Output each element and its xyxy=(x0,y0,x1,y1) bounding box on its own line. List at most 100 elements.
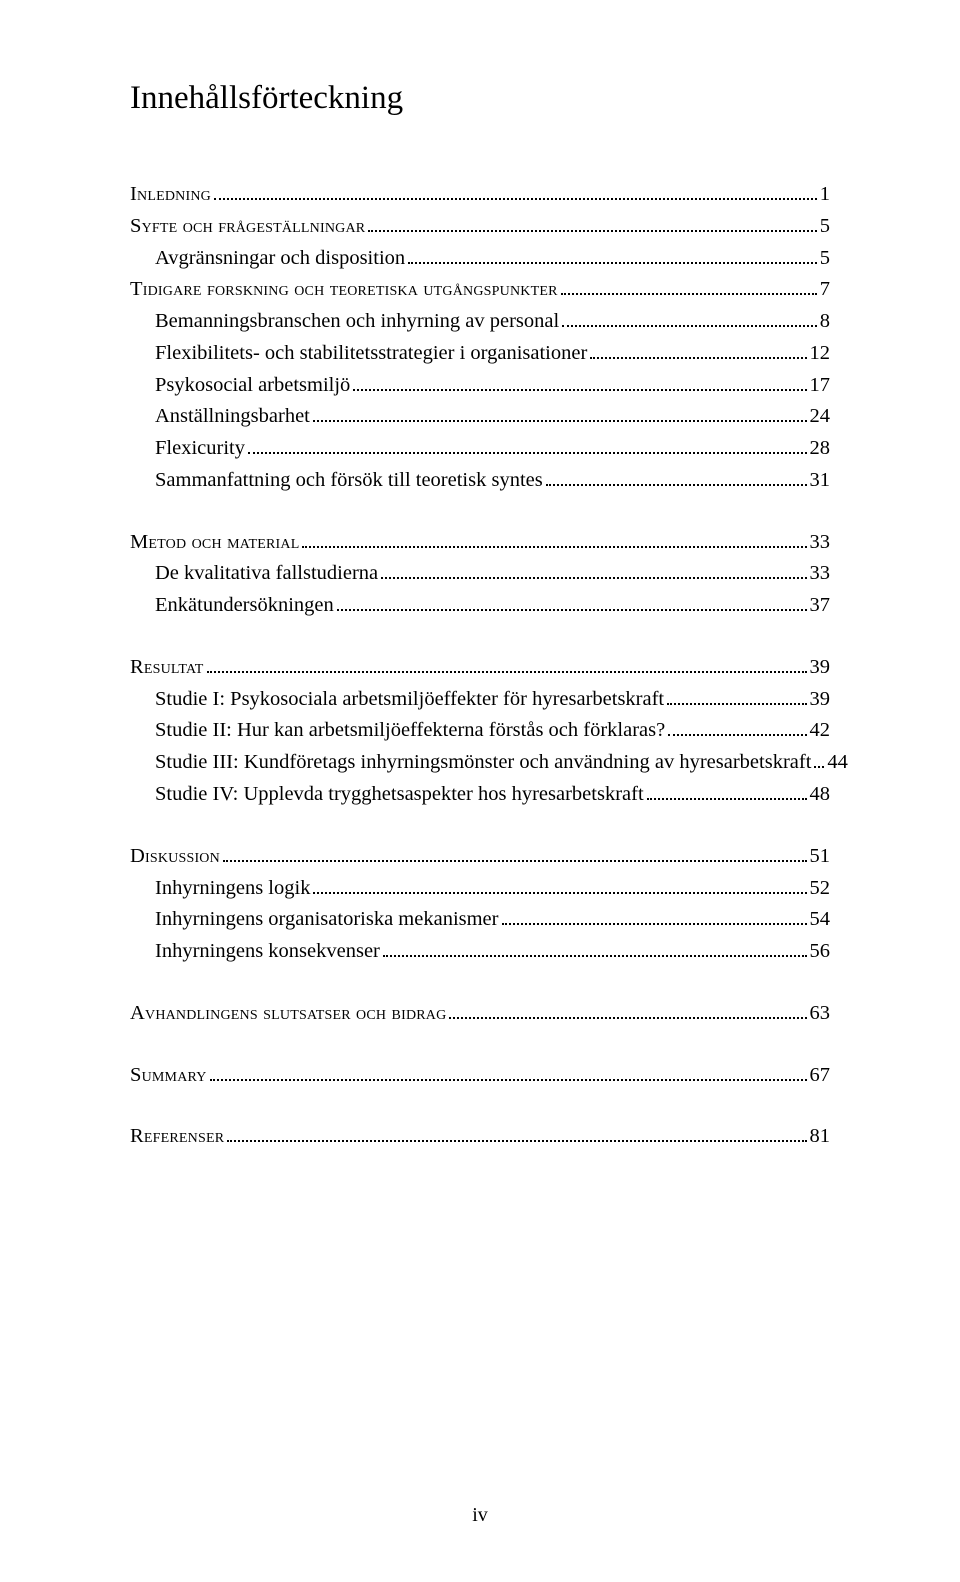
toc-entry-page: 24 xyxy=(810,401,831,433)
toc-leader xyxy=(223,841,807,861)
toc-leader xyxy=(383,937,807,957)
toc-entry-label: Inhyrningens konsekvenser xyxy=(155,936,380,968)
toc-entry-page: 17 xyxy=(810,370,831,402)
toc-leader xyxy=(561,275,817,295)
toc-entry-page: 63 xyxy=(810,998,831,1030)
toc-leader xyxy=(210,1060,807,1080)
toc-entry: Inhyrningens logik52 xyxy=(130,873,830,905)
toc-entry: Studie II: Hur kan arbetsmiljöeffekterna… xyxy=(130,715,830,747)
toc-entry-label: De kvalitativa fallstudierna xyxy=(155,558,378,590)
toc-group-gap xyxy=(130,497,830,527)
toc-leader xyxy=(408,243,817,263)
toc-leader xyxy=(647,780,807,800)
toc-leader xyxy=(546,465,807,485)
toc-entry-label: Psykosocial arbetsmiljö xyxy=(155,370,350,402)
toc-entry-page: 31 xyxy=(810,465,831,497)
toc-entry-label: Resultat xyxy=(130,652,204,684)
toc-entry-label: Anställningsbarhet xyxy=(155,401,310,433)
toc-entry-label: Studie III: Kundföretags inhyrningsmönst… xyxy=(155,747,811,779)
toc-entry-page: 5 xyxy=(820,211,830,243)
toc-leader xyxy=(814,748,824,768)
toc-group-gap xyxy=(130,622,830,652)
toc-entry-label: Bemanningsbranschen och inhyrning av per… xyxy=(155,306,559,338)
toc-entry-label: Avgränsningar och disposition xyxy=(155,243,405,275)
toc-leader xyxy=(590,338,806,358)
toc-entry: Anställningsbarhet 24 xyxy=(130,401,830,433)
toc-entry: Bemanningsbranschen och inhyrning av per… xyxy=(130,306,830,338)
toc-leader xyxy=(562,307,817,327)
toc-entry-label: Studie I: Psykosociala arbetsmiljöeffekt… xyxy=(155,684,664,716)
toc-entry-label: Tidigare forskning och teoretiska utgång… xyxy=(130,274,558,306)
toc-entry-page: 51 xyxy=(810,841,831,873)
toc-entry-label: Metod och material xyxy=(130,527,299,559)
toc-entry-page: 48 xyxy=(810,779,831,811)
toc-entry-label: Avhandlingens slutsatser och bidrag xyxy=(130,998,446,1030)
toc-leader xyxy=(248,434,807,454)
toc-entry-page: 67 xyxy=(810,1060,831,1092)
toc-leader xyxy=(353,370,806,390)
toc-leader xyxy=(337,591,807,611)
toc-title: Innehållsförteckning xyxy=(130,80,830,117)
toc-entry: Studie I: Psykosociala arbetsmiljöeffekt… xyxy=(130,684,830,716)
toc-entry-page: 39 xyxy=(810,684,831,716)
toc-leader xyxy=(449,998,806,1018)
toc-entry: Summary 67 xyxy=(130,1060,830,1092)
toc-leader xyxy=(668,716,806,736)
toc-entry-page: 7 xyxy=(820,274,830,306)
toc-entry: Syfte och frågeställningar 5 xyxy=(130,211,830,243)
toc-entry: Inhyrningens konsekvenser 56 xyxy=(130,936,830,968)
toc-entry: Diskussion51 xyxy=(130,841,830,873)
toc-entry-label: Summary xyxy=(130,1060,207,1092)
toc-entry-page: 54 xyxy=(810,904,831,936)
toc-group-gap xyxy=(130,1091,830,1121)
toc-entry: Psykosocial arbetsmiljö 17 xyxy=(130,370,830,402)
toc-entry: Referenser81 xyxy=(130,1121,830,1153)
toc-entry-page: 33 xyxy=(810,527,831,559)
toc-entry-label: Inledning xyxy=(130,179,211,211)
toc-entry-label: Enkätundersökningen xyxy=(155,590,334,622)
toc-leader xyxy=(667,684,806,704)
toc-entry-page: 39 xyxy=(810,652,831,684)
toc-entry: Flexicurity28 xyxy=(130,433,830,465)
toc-entry-page: 42 xyxy=(810,715,831,747)
toc-entry-page: 56 xyxy=(810,936,831,968)
toc-entry-label: Sammanfattning och försök till teoretisk… xyxy=(155,465,543,497)
toc-entry-page: 37 xyxy=(810,590,831,622)
toc-entry: Sammanfattning och försök till teoretisk… xyxy=(130,465,830,497)
toc-group-gap xyxy=(130,811,830,841)
toc-group-gap xyxy=(130,968,830,998)
toc-list: Inledning1Syfte och frågeställningar5Avg… xyxy=(130,179,830,1153)
toc-entry-label: Inhyrningens organisatoriska mekanismer xyxy=(155,904,499,936)
toc-leader xyxy=(214,180,817,200)
document-page: Innehållsförteckning Inledning1Syfte och… xyxy=(0,0,960,1582)
toc-entry-page: 44 xyxy=(827,747,848,779)
toc-leader xyxy=(381,559,806,579)
toc-leader xyxy=(207,653,807,673)
toc-entry: Avhandlingens slutsatser och bidrag 63 xyxy=(130,998,830,1030)
toc-entry: Inhyrningens organisatoriska mekanismer 5… xyxy=(130,904,830,936)
toc-entry: Tidigare forskning och teoretiska utgång… xyxy=(130,274,830,306)
toc-entry-page: 8 xyxy=(820,306,830,338)
toc-leader xyxy=(368,211,816,231)
toc-leader xyxy=(502,905,807,925)
toc-entry-label: Flexibilitets- och stabilitetsstrategier… xyxy=(155,338,587,370)
toc-leader xyxy=(227,1122,806,1142)
toc-entry: Studie III: Kundföretags inhyrningsmönst… xyxy=(130,747,830,779)
toc-entry-label: Studie IV: Upplevda trygghetsaspekter ho… xyxy=(155,779,644,811)
toc-entry-label: Syfte och frågeställningar xyxy=(130,211,365,243)
toc-entry-page: 12 xyxy=(810,338,831,370)
toc-entry-label: Inhyrningens logik xyxy=(155,873,310,905)
toc-entry-page: 28 xyxy=(810,433,831,465)
toc-leader xyxy=(313,402,807,422)
toc-entry-label: Studie II: Hur kan arbetsmiljöeffekterna… xyxy=(155,715,665,747)
toc-leader xyxy=(302,527,806,547)
toc-entry: Studie IV: Upplevda trygghetsaspekter ho… xyxy=(130,779,830,811)
toc-entry-page: 33 xyxy=(810,558,831,590)
page-number: iv xyxy=(0,1504,960,1527)
toc-entry: Avgränsningar och disposition 5 xyxy=(130,243,830,275)
toc-entry-page: 81 xyxy=(810,1121,831,1153)
toc-entry: Flexibilitets- och stabilitetsstrategier… xyxy=(130,338,830,370)
toc-entry-page: 1 xyxy=(820,179,830,211)
toc-entry-page: 5 xyxy=(820,243,830,275)
toc-entry: Enkätundersökningen 37 xyxy=(130,590,830,622)
